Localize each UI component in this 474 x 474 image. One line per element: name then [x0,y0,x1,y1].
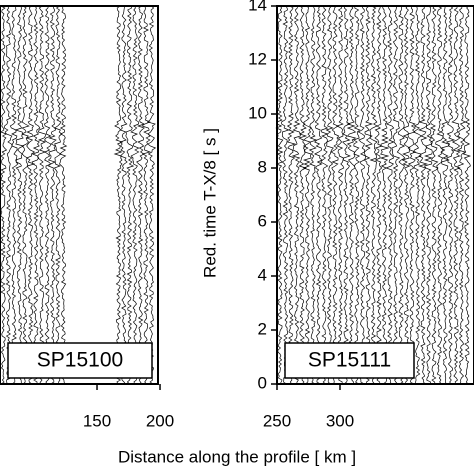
trace [412,5,423,385]
trace [298,5,308,385]
y-tick-label: 8 [258,157,267,176]
trace [119,5,128,385]
x-tick-label: 250 [263,411,291,430]
trace [281,5,290,385]
trace [47,6,57,385]
trace [302,5,313,385]
label-box [284,342,415,379]
trace [456,5,467,385]
trace [0,5,8,385]
trace [146,5,157,385]
x-tick-label: 300 [326,411,354,430]
trace [374,5,383,385]
trace [401,5,411,384]
trace [308,5,318,385]
trace [445,5,456,385]
trace [141,5,152,385]
trace [435,5,444,385]
trace [325,5,334,385]
y-tick-label: 12 [248,49,267,68]
trace [357,5,366,385]
trace [31,5,41,385]
trace [14,5,25,384]
trace [291,6,301,385]
trace [330,5,340,385]
trace [313,5,323,385]
trace [423,5,433,385]
trace [451,6,461,385]
trace [335,5,345,385]
trace [407,5,417,385]
seismic-traces [0,5,471,385]
panel-frame [0,5,159,385]
trace [352,5,361,385]
trace [440,5,450,385]
y-tick-label: 6 [258,211,267,230]
trace [53,5,63,385]
trace [4,5,13,385]
y-tick-label: 4 [258,265,267,284]
panel-label: SP15100 [37,349,123,372]
trace [286,5,297,385]
trace [418,5,429,385]
trace [369,5,378,385]
y-tick-label: 10 [248,103,267,122]
trace [113,5,124,385]
y-tick-label: 14 [248,0,267,14]
label-box [7,342,153,379]
y-axis-title: Red. time T-X/8 [ s ] [200,128,219,278]
x-tick-label: 150 [83,411,111,430]
trace [43,5,52,385]
trace [125,5,135,385]
trace [429,5,439,385]
trace [21,5,30,385]
trace [385,5,395,385]
trace [59,5,68,385]
trace [342,5,351,385]
y-tick-label: 0 [258,373,267,392]
trace [379,5,390,385]
trace [391,5,401,385]
x-axis-title: Distance along the profile [ km ] [118,447,356,466]
trace [462,5,471,385]
y-tick-label: 2 [258,319,267,338]
trace [136,5,146,385]
trace [320,5,329,385]
trace [346,5,357,385]
trace [25,5,36,385]
panel-frame [276,5,474,385]
trace [9,5,19,385]
trace [363,5,374,385]
panel-label: SP15111 [308,349,391,372]
x-tick-label: 200 [146,411,174,430]
trace [37,5,47,385]
trace [396,5,406,385]
trace [130,5,140,385]
trace [275,5,284,385]
